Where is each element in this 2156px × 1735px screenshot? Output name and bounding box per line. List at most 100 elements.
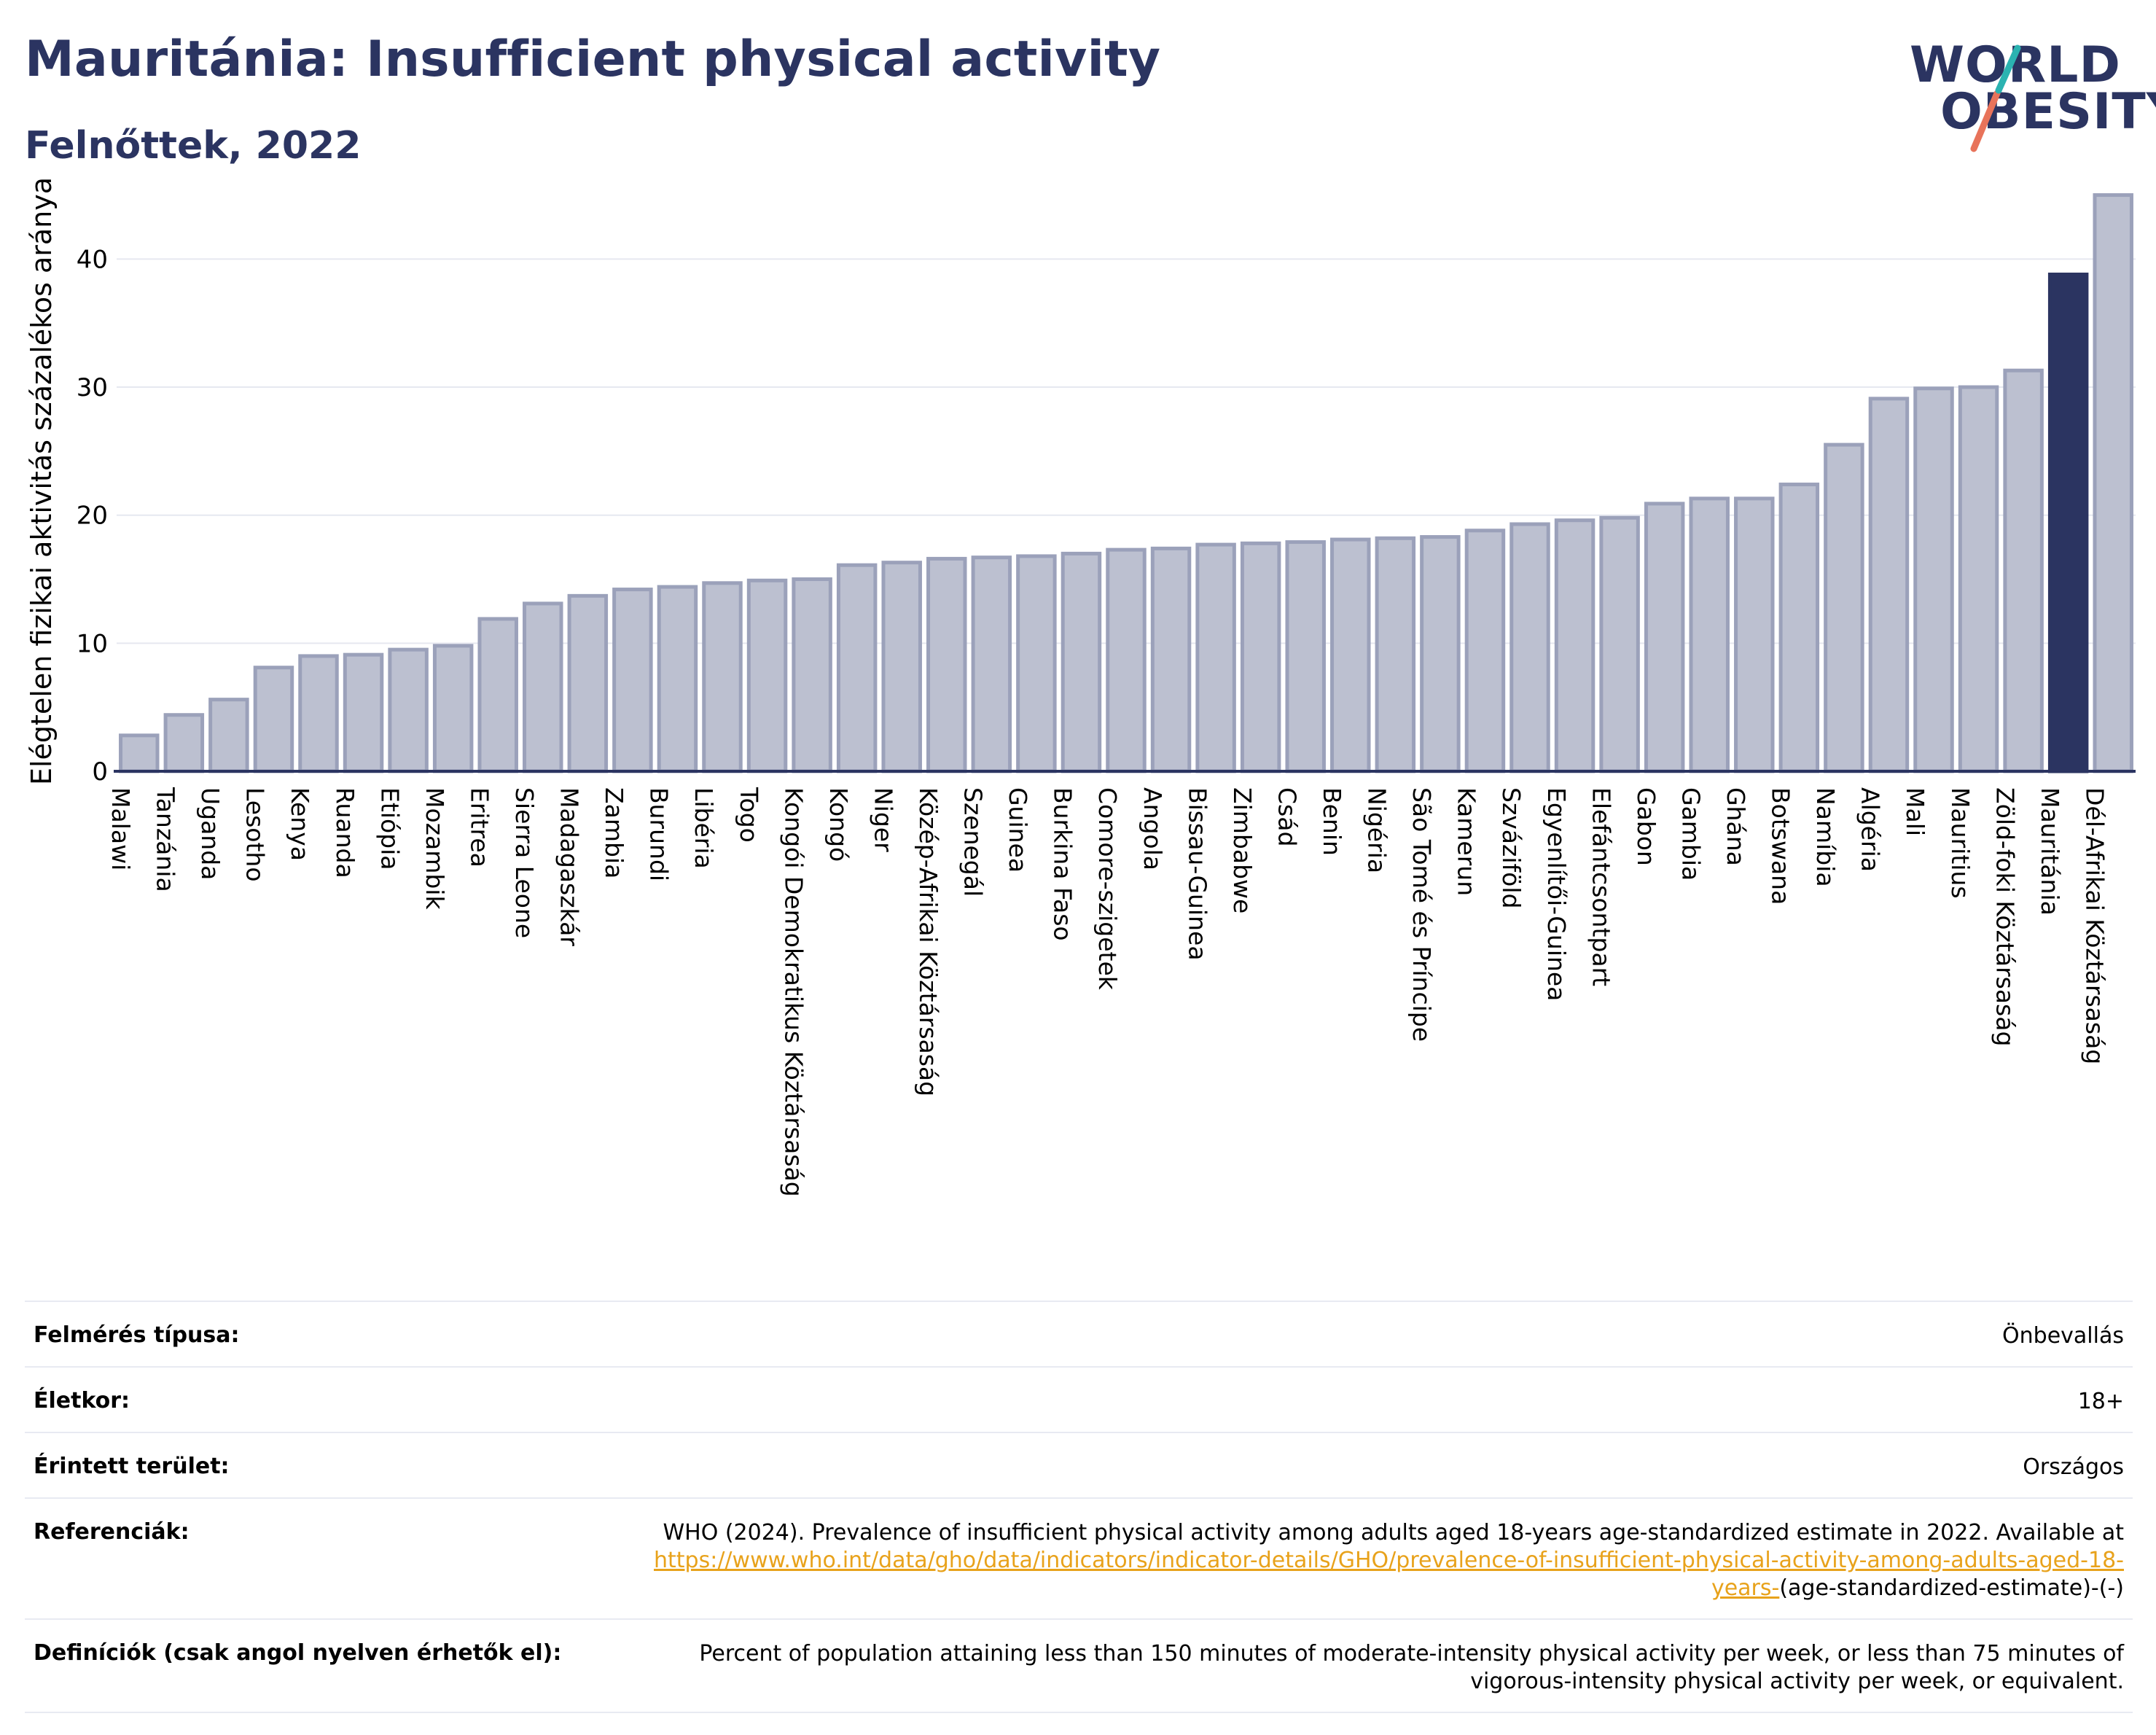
y-tick-label: 20 xyxy=(77,502,108,531)
bar xyxy=(1016,554,1057,773)
x-tick-label: Nigéria xyxy=(1363,787,1391,873)
bar xyxy=(523,601,563,773)
x-tick-label: Namíbia xyxy=(1811,787,1840,887)
x-tick-label: Zöld-foki Köztársaság xyxy=(1991,787,2019,1046)
bar xyxy=(119,733,160,773)
info-row-references: Referenciák: WHO (2024). Prevalence of i… xyxy=(25,1497,2133,1618)
x-tick-label: Kongó xyxy=(824,787,853,862)
bar xyxy=(1689,496,1730,773)
bar xyxy=(1913,386,1954,773)
bar xyxy=(1375,536,1416,773)
bar xyxy=(1644,502,1685,773)
bar xyxy=(1509,522,1550,773)
bar xyxy=(1195,542,1236,773)
bar xyxy=(1285,540,1326,773)
bar xyxy=(388,647,429,773)
y-tick-labels: 0 10 20 30 40 xyxy=(77,245,108,787)
bar xyxy=(1778,483,1820,773)
x-tick-label: Csád xyxy=(1273,787,1301,846)
x-tick-label: Mali xyxy=(1901,787,1929,836)
x-tick-label: Kenya xyxy=(286,787,314,861)
x-tick-label: Tanzánia xyxy=(152,787,180,892)
logo-line-1: WORLD xyxy=(1910,36,2121,94)
bar xyxy=(746,578,788,773)
references-label: Referenciák: xyxy=(34,1519,190,1545)
references-suffix: (age-standardized-estimate)-(-) xyxy=(1779,1575,2124,1601)
x-tick-label: Eritrea xyxy=(465,787,493,868)
x-tick-label: Mauritius xyxy=(1946,787,1975,899)
bar xyxy=(253,666,294,773)
world-obesity-logo: WORLD OBESITY xyxy=(1895,20,2156,159)
x-tick-labels: Malawi Tanzánia Uganda Lesotho Kenya Ruanda Et… xyxy=(106,787,2109,1197)
bar xyxy=(432,644,474,773)
bar xyxy=(971,555,1012,773)
x-tick-label: Kamerun xyxy=(1453,787,1481,896)
bar xyxy=(881,561,922,773)
logo-line-2: OBESITY xyxy=(1940,83,2156,141)
y-tick-label: 30 xyxy=(77,373,108,402)
bar xyxy=(298,654,339,773)
survey-type-label: Felmérés típusa: xyxy=(34,1322,240,1348)
bar xyxy=(1734,496,1775,773)
bar xyxy=(836,563,878,773)
x-tick-label: Kongói Demokratikus Köztársaság xyxy=(779,787,808,1197)
bar xyxy=(2003,368,2044,773)
x-tick-label: Lesotho xyxy=(241,787,270,882)
x-tick-label: Comore-szigetek xyxy=(1093,787,1122,991)
info-row-age: Életkor: 18+ xyxy=(25,1366,2133,1432)
x-tick-label: Benin xyxy=(1318,787,1346,856)
bar xyxy=(792,577,832,773)
x-tick-label: Bissau-Guinea xyxy=(1183,787,1211,961)
info-row-area: Érintett terület: Országos xyxy=(25,1432,2133,1497)
x-tick-label: Niger xyxy=(869,787,897,852)
x-tick-label: Ruanda xyxy=(331,787,359,878)
x-tick-label: Gambia xyxy=(1676,787,1705,881)
x-tick-label: Malawi xyxy=(106,787,135,870)
bar xyxy=(163,713,205,773)
x-tick-label: Zimbabwe xyxy=(1228,787,1257,913)
x-tick-label: Burkina Faso xyxy=(1049,787,1077,941)
x-tick-label: Egyenlítői-Guinea xyxy=(1542,787,1571,1001)
references-text: WHO (2024). Prevalence of insufficient p… xyxy=(663,1520,2124,1545)
x-tick-label: Togo xyxy=(735,787,763,843)
bar xyxy=(612,588,653,773)
x-tick-label: Algéria xyxy=(1856,787,1885,872)
x-tick-label: Uganda xyxy=(196,787,224,880)
x-tick-label: Mauritánia xyxy=(2036,787,2064,916)
y-tick-label: 0 xyxy=(92,757,108,787)
x-tick-label: Guinea xyxy=(1004,787,1032,873)
logo-slash-icon xyxy=(1970,44,2021,152)
definitions-value: Percent of population attaining less tha… xyxy=(699,1641,2124,1694)
info-row-definitions: Definíciók (csak angol nyelven érhetők e… xyxy=(25,1618,2133,1713)
x-tick-label: Zambia xyxy=(600,787,628,878)
info-table: Felmérés típusa: Önbevallás Életkor: 18+… xyxy=(25,1301,2133,1713)
bar xyxy=(1554,518,1595,773)
x-tick-label: Szváziföld xyxy=(1497,787,1526,908)
y-tick-label: 40 xyxy=(77,245,108,274)
info-row-survey-type: Felmérés típusa: Önbevallás xyxy=(25,1301,2133,1366)
x-tick-label: Burundi xyxy=(645,787,673,881)
x-tick-label: Közép-Afrikai Köztársaság xyxy=(914,787,942,1096)
bar xyxy=(343,652,384,773)
x-tick-label: Libéria xyxy=(690,787,718,869)
bar-chart: 0 10 20 30 40 Malawi Tanzánia Uganda Lesotho Ken… xyxy=(26,177,2136,1197)
x-tick-label: Angola xyxy=(1138,787,1167,870)
references-value: WHO (2024). Prevalence of insufficient p… xyxy=(593,1519,2124,1602)
references-link[interactable]: https://www.who.int/data/gho/data/indica… xyxy=(654,1548,2124,1601)
page-title: Mauritánia: Insufficient physical activi… xyxy=(25,31,1161,88)
bar xyxy=(477,617,518,773)
x-tick-label: Mozambik xyxy=(421,787,449,910)
bar xyxy=(1106,547,1147,773)
page-subtitle: Felnőttek, 2022 xyxy=(25,124,362,168)
x-tick-label: Sierra Leone xyxy=(510,787,539,938)
area-value: Országos xyxy=(2023,1454,2124,1480)
bar xyxy=(1464,529,1506,773)
age-label: Életkor: xyxy=(34,1388,130,1414)
bar-highlight xyxy=(2047,272,2089,773)
y-tick-label: 10 xyxy=(77,629,108,658)
x-tick-label: Szenegál xyxy=(959,787,988,897)
x-tick-label: São Tomé és Príncipe xyxy=(1407,787,1436,1042)
bar xyxy=(657,585,698,773)
bar xyxy=(1061,551,1102,773)
bar xyxy=(1868,397,1910,773)
